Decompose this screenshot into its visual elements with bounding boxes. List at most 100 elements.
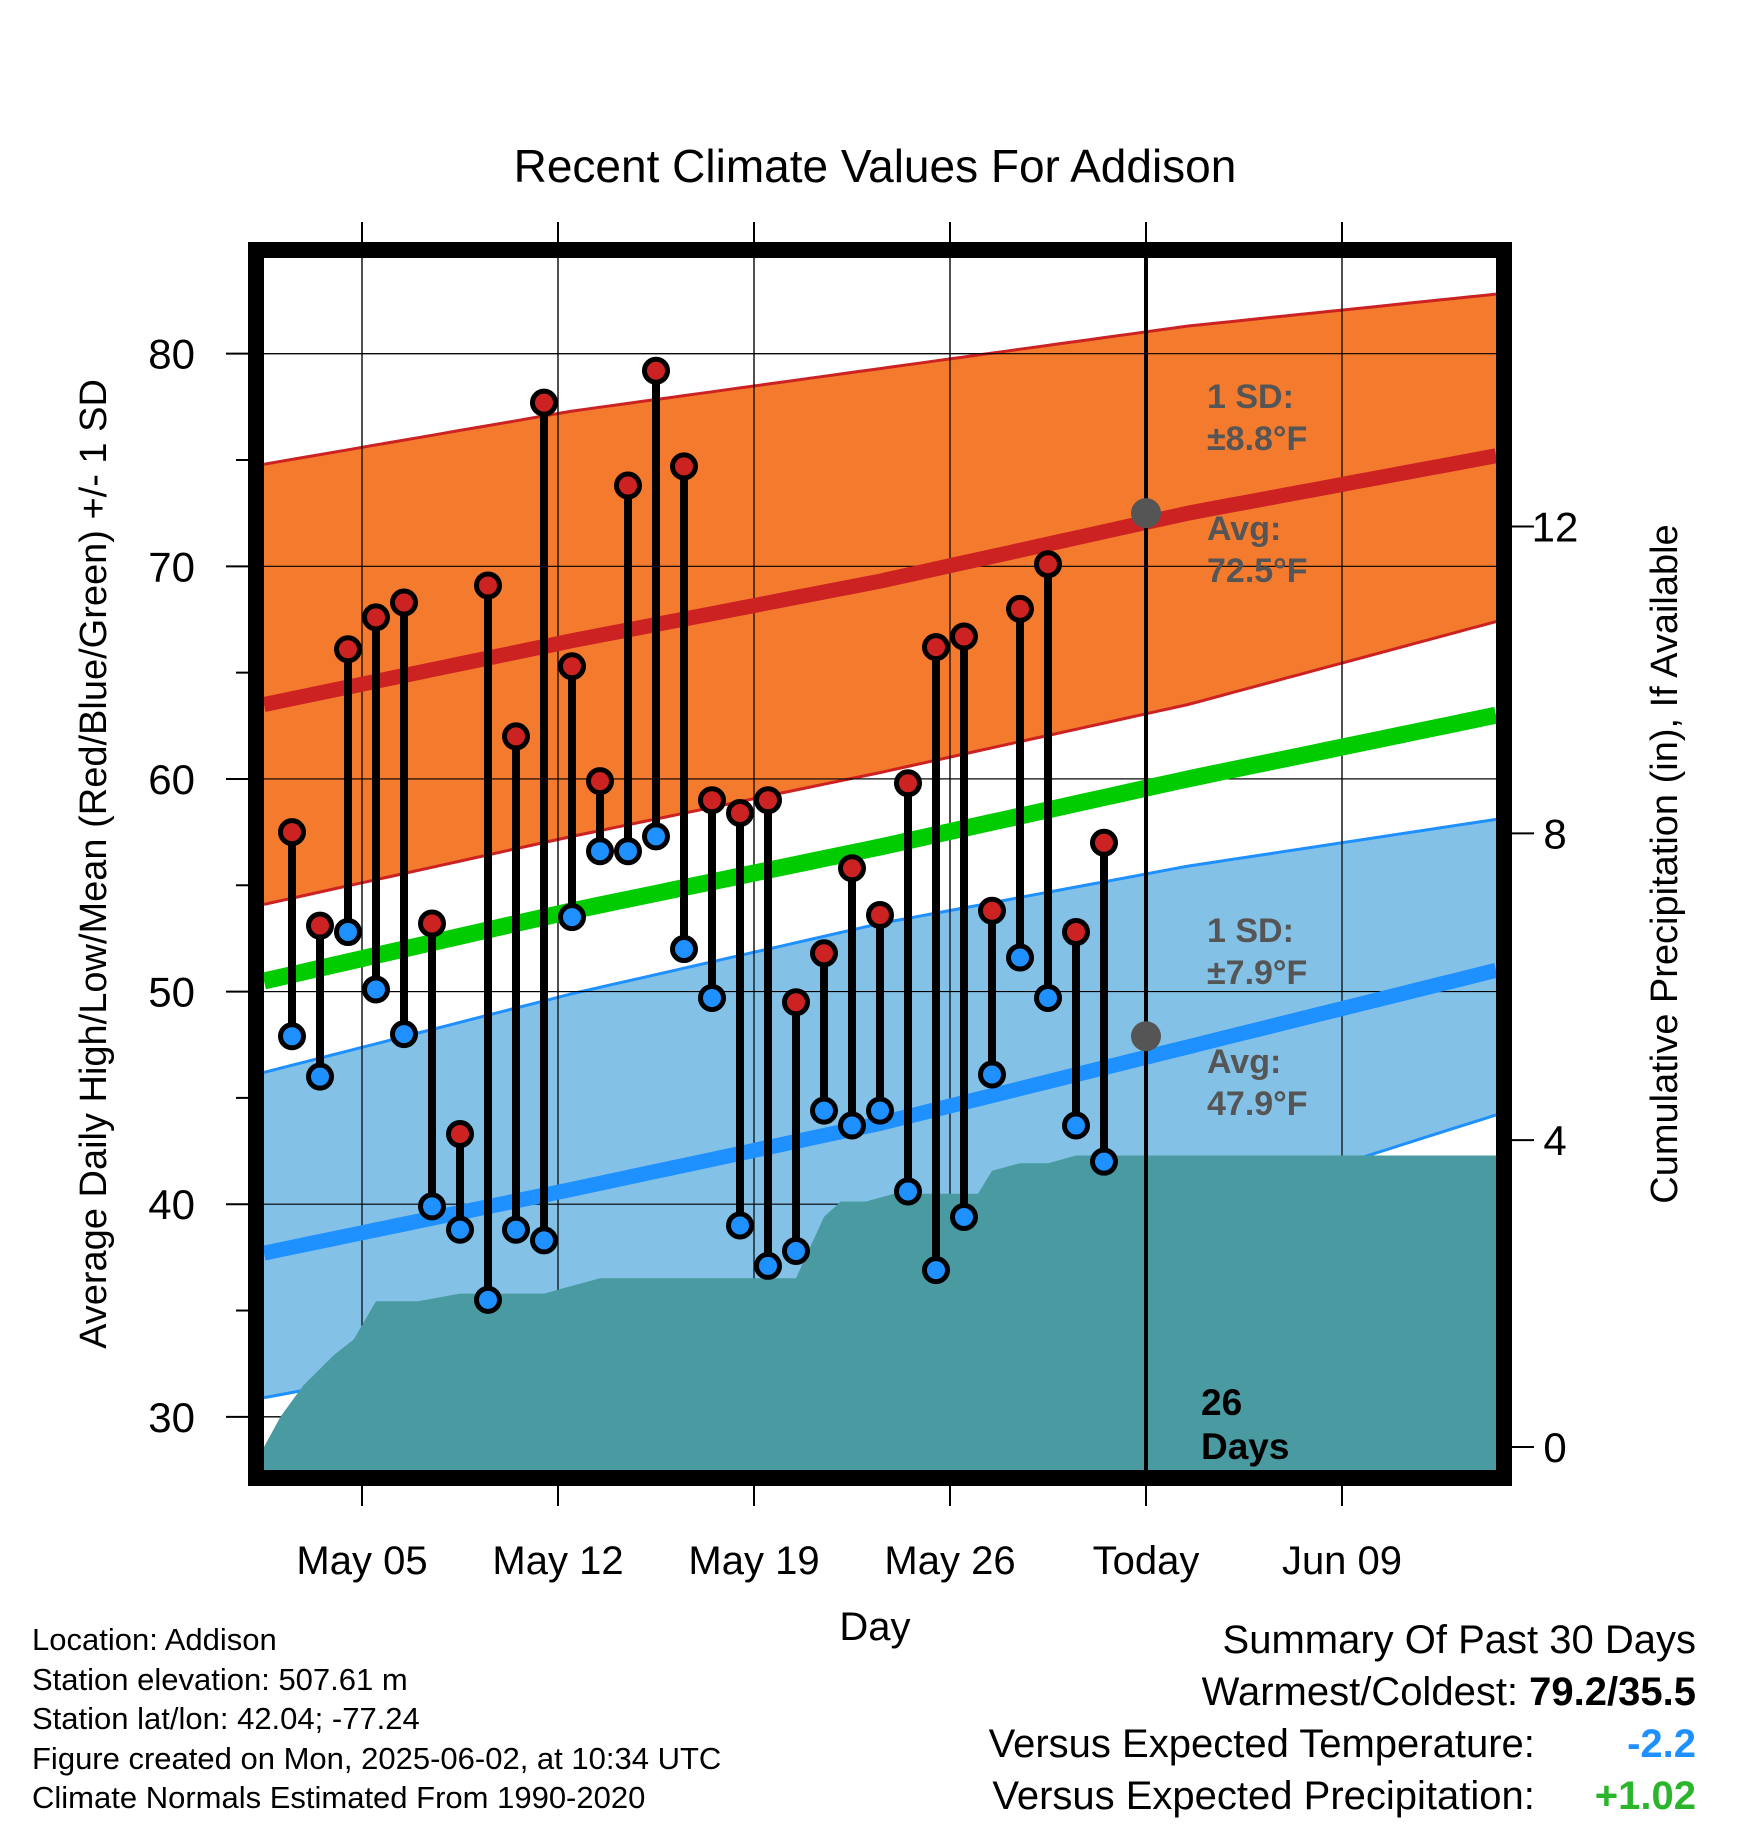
low-point	[614, 837, 642, 866]
high-sd-lower-line	[264, 620, 1496, 906]
x-tick-label: May 12	[492, 1539, 623, 1583]
warmest-row: Warmest/Coldest: 79.2/35.5	[989, 1666, 1696, 1718]
y2-tick-label: 0	[1543, 1424, 1566, 1471]
low-sd-annotation: 1 SD: ±7.9°F	[1207, 912, 1307, 992]
avg-high-line	[264, 448, 1496, 712]
high-point	[810, 939, 838, 968]
y-axis-label: Average Daily High/Low/Mean (Red/Blue/Gr…	[73, 379, 115, 1349]
high-sd-upper-line	[264, 292, 1496, 466]
x-tick-label: Today	[1093, 1539, 1200, 1583]
y2-tick-label: 8	[1543, 810, 1566, 857]
low-point	[810, 1096, 838, 1125]
high-point	[1034, 550, 1062, 579]
x-tick-label: May 26	[884, 1539, 1015, 1583]
low-point	[670, 935, 698, 964]
high-point	[838, 854, 866, 883]
low-point	[530, 1226, 558, 1255]
days-annotation: 26 Days	[1201, 1382, 1289, 1467]
low-point	[754, 1251, 782, 1280]
plot-frame	[248, 242, 1512, 1486]
created-text: Figure created on Mon, 2025-06-02, at 10…	[32, 1740, 722, 1776]
high-point	[278, 818, 306, 847]
y-tick-label: 50	[148, 969, 195, 1016]
temp-value: -2.2	[1627, 1722, 1696, 1766]
high-point	[1062, 918, 1090, 947]
high-point	[418, 909, 446, 938]
low-point	[838, 1111, 866, 1140]
y-tick-label: 70	[148, 543, 195, 590]
low-point	[950, 1202, 978, 1231]
precip-value: +1.02	[1594, 1774, 1696, 1818]
x-tick-label: May 19	[688, 1539, 819, 1583]
high-point	[950, 622, 978, 651]
low-point	[642, 822, 670, 851]
low-point	[502, 1215, 530, 1244]
y2-axis-label: Cumulative Precipitation (in), If Availa…	[1644, 524, 1686, 1203]
high-point	[726, 798, 754, 827]
high-point	[446, 1120, 474, 1149]
low-point	[894, 1177, 922, 1206]
high-avg-annotation: Avg: 72.5°F	[1207, 510, 1308, 590]
low-point	[334, 918, 362, 947]
high-point	[334, 635, 362, 664]
low-point	[726, 1211, 754, 1240]
high-point	[782, 988, 810, 1017]
station-info: Location: Addison Station elevation: 507…	[32, 1620, 721, 1818]
high-point	[698, 786, 726, 815]
low-point	[978, 1060, 1006, 1089]
x-tick-label: May 05	[296, 1539, 427, 1583]
low-point	[390, 1020, 418, 1049]
high-point	[978, 896, 1006, 925]
low-point	[698, 983, 726, 1012]
high-point	[866, 901, 894, 930]
low-point	[474, 1285, 502, 1314]
low-point	[586, 837, 614, 866]
avg-mean-line	[264, 706, 1496, 990]
y-tick-label: 60	[148, 756, 195, 803]
high-point	[670, 452, 698, 481]
high-point	[362, 603, 390, 632]
y-tick-label: 40	[148, 1181, 195, 1228]
high-point	[586, 767, 614, 796]
high-point	[390, 588, 418, 617]
low-point	[866, 1096, 894, 1125]
high-point	[558, 652, 586, 681]
high-point	[614, 471, 642, 500]
x-tick-label: Jun 09	[1282, 1539, 1402, 1583]
y2-tick-label: 4	[1543, 1117, 1566, 1164]
high-point	[922, 633, 950, 662]
precip-row: Versus Expected Precipitation: +1.02	[989, 1770, 1696, 1822]
high-point	[1006, 594, 1034, 623]
low-point	[306, 1062, 334, 1091]
low-point	[782, 1236, 810, 1265]
y-tick-label: 30	[148, 1394, 195, 1441]
low-point	[1034, 983, 1062, 1012]
x-axis-label: Day	[839, 1605, 910, 1649]
high-point	[474, 571, 502, 600]
low-avg-annotation: Avg: 47.9°F	[1207, 1043, 1308, 1123]
high-sd-annotation: 1 SD: ±8.8°F	[1207, 378, 1307, 458]
high-point	[642, 356, 670, 385]
low-point	[922, 1256, 950, 1285]
high-point	[502, 722, 530, 751]
warmest-label: Warmest/Coldest:	[1201, 1670, 1519, 1714]
high-point	[306, 911, 334, 940]
summary-title: Summary Of Past 30 Days	[1222, 1618, 1696, 1662]
high-sd-band	[264, 294, 1496, 905]
low-point	[1006, 943, 1034, 972]
low-point	[278, 1022, 306, 1051]
y-tick-label: 80	[148, 331, 195, 378]
high-point	[530, 388, 558, 417]
temp-label: Versus Expected Temperature:	[988, 1722, 1535, 1766]
low-point	[1062, 1111, 1090, 1140]
low-point	[446, 1215, 474, 1244]
chart-title: Recent Climate Values For Addison	[514, 140, 1237, 192]
normals-text: Climate Normals Estimated From 1990-2020	[32, 1780, 646, 1815]
elevation-text: Station elevation: 507.61 m	[32, 1661, 408, 1697]
summary-panel: Summary Of Past 30 Days Warmest/Coldest:…	[989, 1614, 1696, 1822]
high-point	[1090, 828, 1118, 857]
low-point	[418, 1192, 446, 1221]
high-point	[894, 769, 922, 798]
today-avg-low-marker	[1131, 1021, 1161, 1052]
